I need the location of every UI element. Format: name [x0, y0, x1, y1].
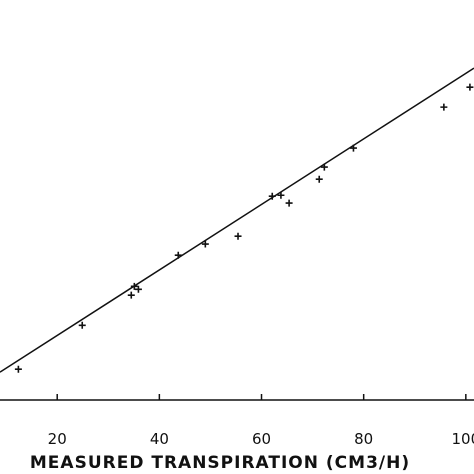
x-axis-label: MEASURED TRANSPIRATION (CM3/H): [30, 453, 410, 473]
x-tick-label: 80: [354, 430, 373, 448]
point: [134, 285, 142, 293]
point: [277, 191, 285, 199]
point: [320, 163, 328, 171]
x-tick-label: 40: [150, 430, 169, 448]
point: [127, 291, 135, 299]
point: [466, 83, 474, 91]
x-tick-label: 20: [48, 430, 67, 448]
point: [174, 251, 182, 259]
point: [440, 103, 448, 111]
point: [315, 175, 323, 183]
point: [130, 282, 138, 290]
x-tick-label: 100: [452, 430, 474, 448]
point: [201, 240, 209, 248]
point: [285, 199, 293, 207]
point: [78, 321, 86, 329]
x-tick-label: 60: [252, 430, 271, 448]
fit-line: [0, 67, 474, 373]
point: [349, 144, 357, 152]
point: [234, 232, 242, 240]
point: [14, 365, 22, 373]
point: [268, 192, 276, 200]
